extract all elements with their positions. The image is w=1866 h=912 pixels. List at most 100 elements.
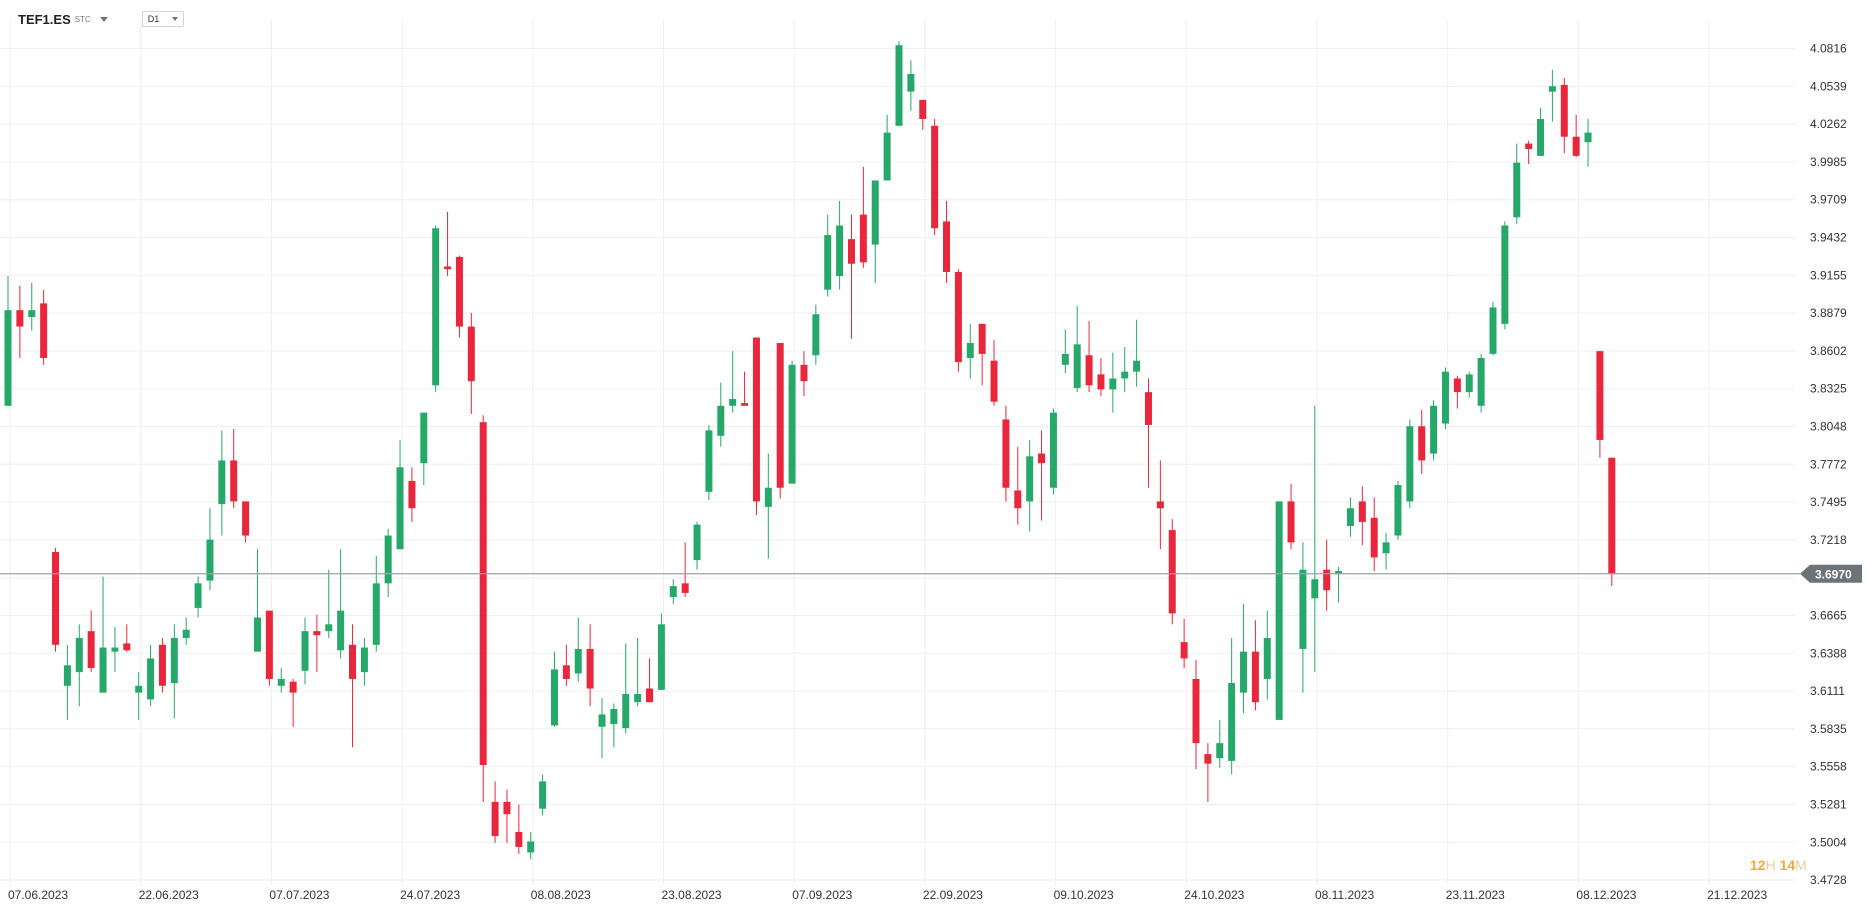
candle-body[interactable] [1192,678,1200,744]
candle-body[interactable] [277,678,285,686]
candle-body[interactable] [444,266,452,270]
candle-body[interactable] [693,524,701,561]
candle-body[interactable] [147,658,155,700]
candle-body[interactable] [1394,485,1402,536]
candle-body[interactable] [1097,374,1105,390]
candle-body[interactable] [1608,457,1616,574]
candle-body[interactable] [1299,569,1307,649]
candle-body[interactable] [360,647,368,673]
candle-body[interactable] [1156,501,1164,509]
candle-body[interactable] [954,271,962,363]
candle-body[interactable] [206,539,214,581]
candle-body[interactable] [1038,453,1046,464]
candle-body[interactable] [574,648,582,674]
candle-body[interactable] [170,637,178,684]
candle-body[interactable] [1465,374,1473,393]
candle-body[interactable] [1287,501,1295,543]
symbol-label[interactable]: TEF1.ES [18,11,71,27]
candle-body[interactable] [1430,405,1438,454]
candle-body[interactable] [764,487,772,507]
candle-body[interactable] [1168,530,1176,614]
candle-body[interactable] [1085,355,1093,386]
candle-body[interactable] [562,665,570,679]
candle-body[interactable] [1513,162,1521,218]
candle-body[interactable] [752,337,760,502]
candle-body[interactable] [1240,651,1248,693]
candle-body[interactable] [1418,426,1426,461]
candle-body[interactable] [265,610,273,679]
candle-body[interactable] [218,460,226,505]
candle-body[interactable] [313,631,321,636]
candle-body[interactable] [657,624,665,690]
candle-body[interactable] [895,45,903,126]
candle-body[interactable] [788,364,796,484]
candle-body[interactable] [1335,571,1343,574]
candle-body[interactable] [408,480,416,509]
candle-body[interactable] [230,460,238,502]
candle-body[interactable] [800,364,808,382]
candle-body[interactable] [4,310,12,406]
candle-body[interactable] [1275,501,1283,720]
candle-body[interactable] [1584,132,1592,143]
candle-body[interactable] [111,647,119,652]
candle-body[interactable] [194,583,202,608]
candle-body[interactable] [859,214,867,263]
candle-body[interactable] [1180,642,1188,659]
candle-body[interactable] [253,617,261,652]
candle-body[interactable] [907,73,915,92]
candle-body[interactable] [1501,225,1509,324]
candle-body[interactable] [1489,307,1497,354]
candle-body[interactable] [1453,378,1461,393]
candle-body[interactable] [467,326,475,382]
candle-body[interactable] [16,310,24,327]
candle-body[interactable] [1133,360,1141,372]
candle-body[interactable] [1548,86,1556,92]
candle-body[interactable] [301,631,309,671]
candle-body[interactable] [99,647,107,693]
candle-body[interactable] [87,631,95,669]
candle-body[interactable] [681,583,689,593]
candle-body[interactable] [729,398,737,406]
candle-body[interactable] [396,467,404,550]
candle-body[interactable] [883,132,891,181]
candle-body[interactable] [1061,353,1069,365]
candle-body[interactable] [432,228,440,386]
candle-body[interactable] [1596,351,1604,440]
candle-body[interactable] [1263,637,1271,679]
candle-body[interactable] [717,405,725,436]
candle-body[interactable] [634,693,642,703]
candle-body[interactable] [515,831,523,847]
candle-body[interactable] [1323,569,1331,591]
candle-body[interactable] [527,841,535,853]
candle-body[interactable] [598,714,606,727]
candle-body[interactable] [1073,344,1081,389]
candle-body[interactable] [182,629,190,638]
candle-body[interactable] [1311,579,1319,599]
candle-body[interactable] [836,225,844,277]
candle-body[interactable] [1537,118,1545,156]
symbol-dropdown-chevron-icon[interactable] [99,16,108,22]
candle-body[interactable] [1370,517,1378,558]
candle-body[interactable] [1002,419,1010,488]
candle-body[interactable] [158,644,166,686]
candle-body[interactable] [1121,371,1129,379]
candle-body[interactable] [503,801,511,815]
candle-body[interactable] [420,412,428,464]
candle-body[interactable] [1477,357,1485,406]
candle-body[interactable] [1525,143,1533,150]
candle-body[interactable] [871,180,879,245]
candle-body[interactable] [1560,84,1568,137]
candle-body[interactable] [52,551,60,645]
candle-body[interactable] [1441,371,1449,424]
candle-body[interactable] [669,586,677,598]
candle-body[interactable] [586,648,594,689]
candle-body[interactable] [812,314,820,356]
candle-body[interactable] [1251,651,1259,703]
candle-body[interactable] [337,610,345,651]
candle-body[interactable] [325,624,333,632]
candle-body[interactable] [943,221,951,272]
candle-body[interactable] [1406,426,1414,502]
candle-body[interactable] [966,342,974,358]
candle-body[interactable] [550,669,558,726]
